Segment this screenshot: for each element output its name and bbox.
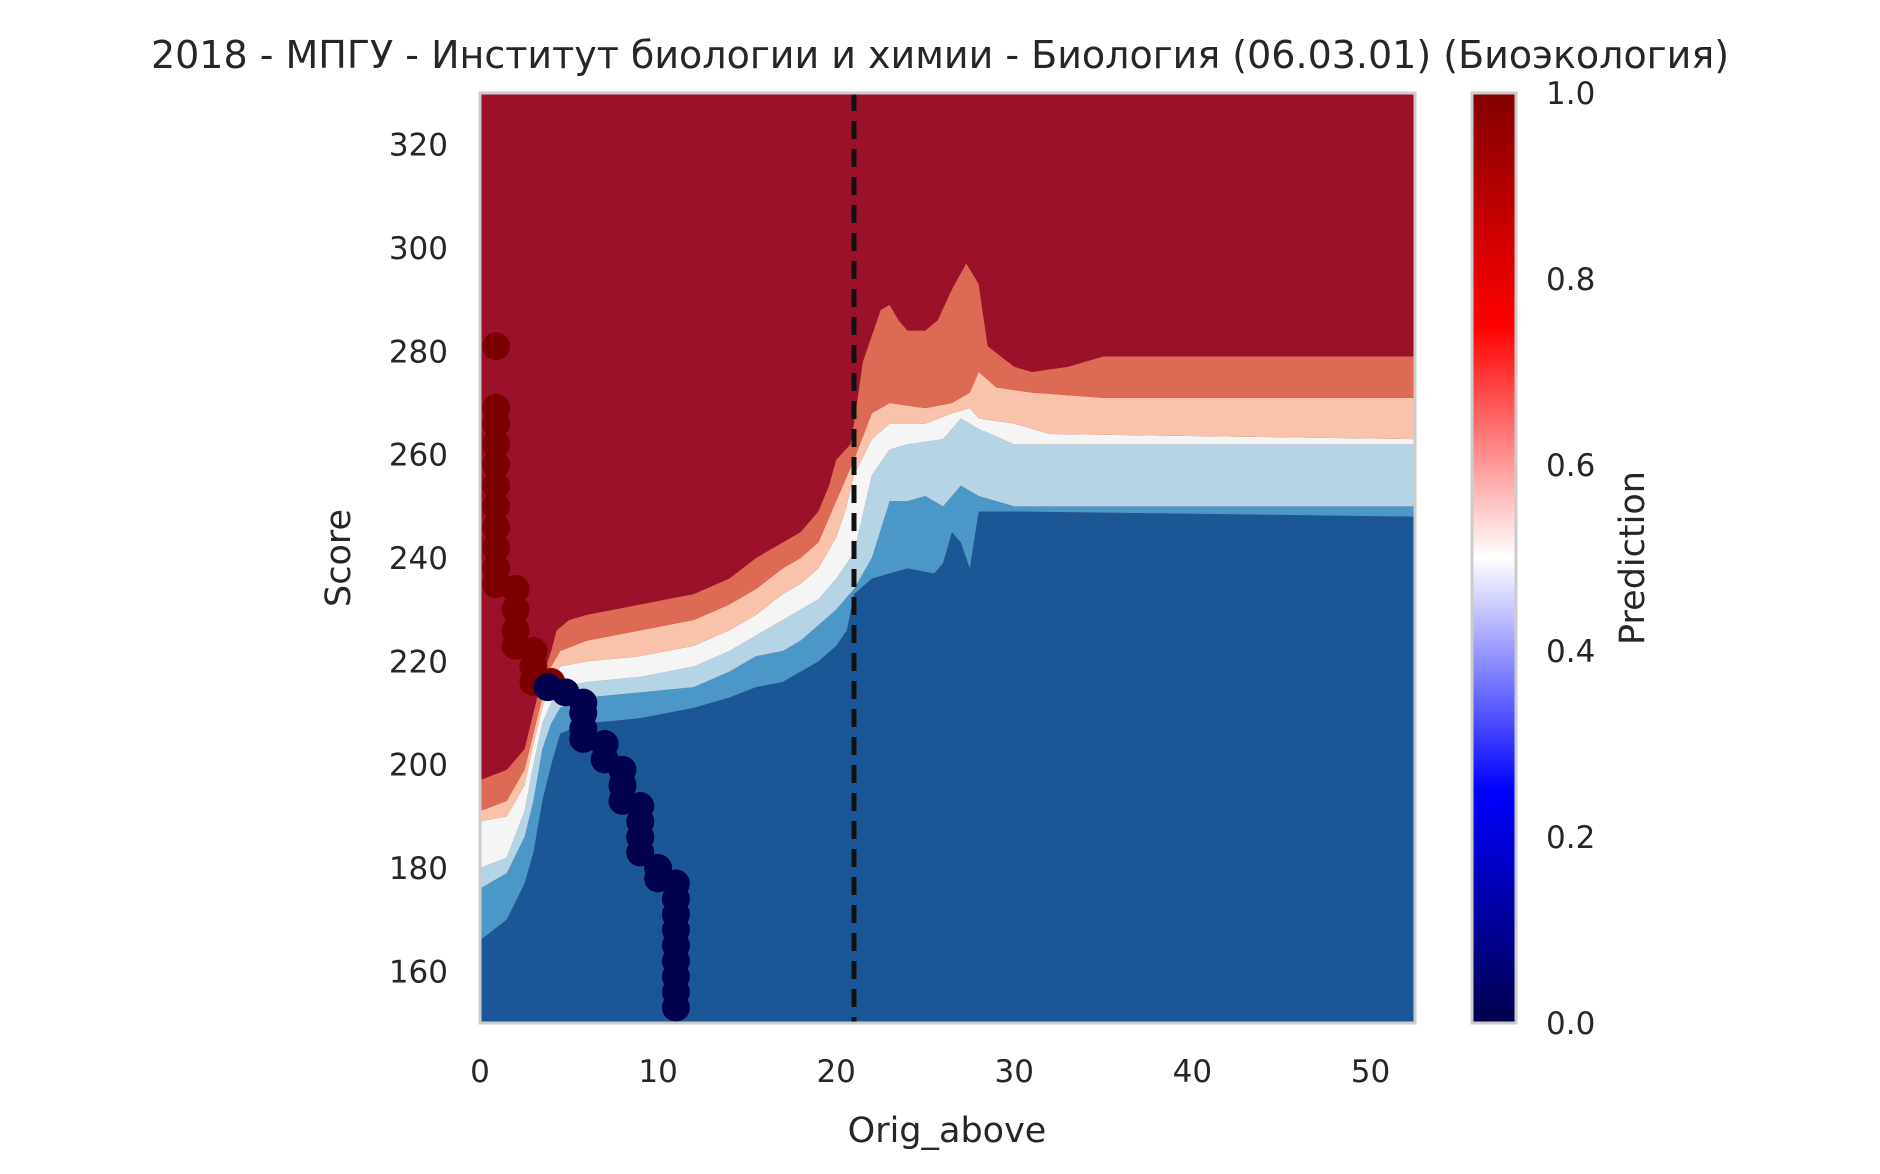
x-tick-label: 0 xyxy=(470,1054,490,1090)
y-tick-label: 240 xyxy=(389,541,448,577)
colorbar-tick-label: 0.2 xyxy=(1546,820,1595,856)
scatter-point-high xyxy=(482,430,511,459)
scatter-point-low xyxy=(569,724,598,753)
contour-band-0-4 xyxy=(480,418,1415,889)
contour-band-0-1 xyxy=(480,511,1415,1023)
y-tick-label: 180 xyxy=(389,851,448,887)
x-tick-label: 40 xyxy=(1173,1054,1212,1090)
scatter-point-high xyxy=(482,533,511,562)
y-tick-label: 260 xyxy=(389,438,448,474)
scatter-point-high xyxy=(482,332,511,361)
colorbar-label: Prediction xyxy=(1613,471,1653,645)
scatter-point-high xyxy=(501,575,530,603)
x-tick-label: 30 xyxy=(995,1054,1034,1090)
y-tick-label: 200 xyxy=(389,748,448,784)
colorbar-frame xyxy=(1470,91,1518,1025)
colorbar: 0.0 0.2 0.4 0.6 0.8 1.0 Prediction xyxy=(1470,76,1653,1042)
colorbar-tick-label: 0.6 xyxy=(1546,448,1595,484)
scatter-point-high xyxy=(482,471,511,500)
colorbar-ticks: 0.0 0.2 0.4 0.6 0.8 1.0 xyxy=(1546,76,1595,1042)
x-tick-label: 50 xyxy=(1351,1054,1390,1090)
colorbar-tick-label: 0.8 xyxy=(1546,262,1595,298)
scatter-point-high xyxy=(482,451,511,479)
scatter-point-high xyxy=(501,595,530,624)
x-axis-ticks: 0 10 20 30 40 50 xyxy=(470,1054,1390,1090)
scatter-point-low xyxy=(661,993,690,1022)
scatter-layer xyxy=(482,332,690,1022)
y-tick-label: 300 xyxy=(389,231,448,267)
scatter-point-high xyxy=(482,409,511,438)
scatter-point-high xyxy=(482,513,511,541)
chart-title: 2018 - МПГУ - Институт биологии и химии … xyxy=(151,33,1729,77)
y-tick-label: 220 xyxy=(389,644,448,680)
colorbar-tick-label: 0.0 xyxy=(1546,1006,1595,1042)
scatter-point-high xyxy=(482,492,511,521)
contour-layer xyxy=(480,263,1415,1023)
colorbar-tick-label: 0.4 xyxy=(1546,634,1595,670)
y-tick-label: 280 xyxy=(389,334,448,370)
x-axis-label: Orig_above xyxy=(848,1111,1047,1151)
x-tick-label: 20 xyxy=(816,1054,855,1090)
plot-frame xyxy=(478,91,1417,1025)
y-tick-label: 320 xyxy=(389,128,448,164)
contour-band-0-3 xyxy=(480,485,1415,941)
y-axis-label: Score xyxy=(319,509,359,607)
y-axis-ticks: 160 180 200 220 240 260 280 300 320 xyxy=(389,128,448,991)
contour-band-0-6 xyxy=(480,372,1415,822)
colorbar-gradient xyxy=(1472,93,1516,1023)
plot-area xyxy=(480,93,1415,1023)
colorbar-tick-label: 1.0 xyxy=(1546,76,1595,112)
contour-band-0-7 xyxy=(480,263,1415,812)
x-tick-label: 10 xyxy=(638,1054,677,1090)
y-tick-label: 160 xyxy=(389,954,448,990)
